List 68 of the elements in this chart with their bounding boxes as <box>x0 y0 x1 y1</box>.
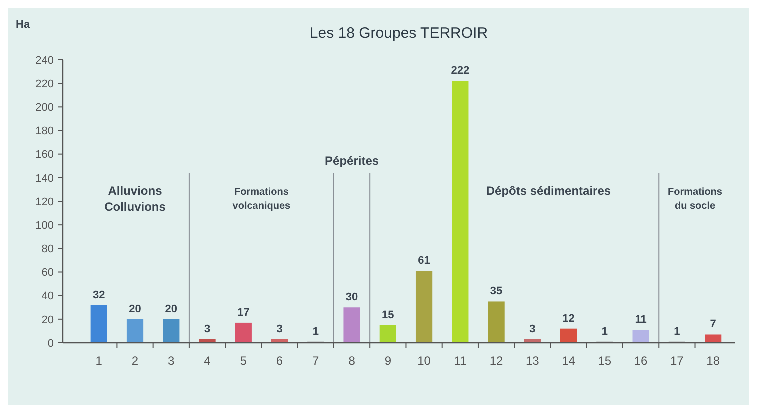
data-label: 20 <box>129 303 142 316</box>
data-label: 35 <box>490 286 503 298</box>
x-tick-label: 1 <box>96 354 103 368</box>
y-tick-label: 220 <box>36 78 54 90</box>
data-label: 3 <box>530 323 536 336</box>
x-tick-label: 18 <box>706 354 720 368</box>
y-tick-label: 100 <box>36 220 54 232</box>
y-tick-label: 160 <box>36 149 54 162</box>
x-tick-label: 3 <box>168 354 176 368</box>
x-tick-label: 7 <box>312 354 320 368</box>
x-tick-label: 15 <box>598 354 612 368</box>
x-tick-label: 6 <box>276 354 284 368</box>
data-label: 222 <box>451 65 470 78</box>
data-label: 17 <box>238 306 250 319</box>
bar <box>632 330 650 343</box>
y-tick-label: 0 <box>48 338 54 350</box>
x-tick-label: 17 <box>670 354 684 368</box>
x-tick-label: 12 <box>490 354 504 368</box>
bar <box>416 271 433 343</box>
chart-title: Les 18 Groupes TERROIR <box>310 25 488 42</box>
annotation: Dépôts sédimentaires <box>486 184 612 198</box>
x-tick-label: 10 <box>418 354 432 368</box>
bar <box>488 302 505 343</box>
data-label: 1 <box>602 326 608 338</box>
data-label: 12 <box>562 312 575 325</box>
x-tick-label: 14 <box>562 354 576 368</box>
annotation: Formations du socle <box>668 187 723 212</box>
x-tick-label: 16 <box>634 354 648 368</box>
data-label: 3 <box>204 323 211 336</box>
x-tick-label: 9 <box>384 354 392 368</box>
y-tick-label: 80 <box>42 244 54 256</box>
y-tick-label: 20 <box>42 314 54 326</box>
data-label: 32 <box>93 289 106 302</box>
bar <box>452 81 469 343</box>
annotation: Alluvions Colluvions <box>104 184 166 214</box>
data-label: 30 <box>346 292 358 304</box>
data-label: 20 <box>165 303 178 316</box>
data-label: 61 <box>418 255 430 268</box>
data-label: 11 <box>635 314 647 326</box>
y-tick-label: 120 <box>36 196 54 208</box>
bar <box>163 319 180 343</box>
data-label: 7 <box>710 318 716 331</box>
annotation: Formations volcaniques <box>232 187 292 212</box>
bar <box>380 325 396 343</box>
data-label: 1 <box>674 326 680 338</box>
bar <box>344 308 360 343</box>
y-axis-title: Ha <box>16 19 31 31</box>
data-label: 15 <box>382 309 394 322</box>
bar <box>90 305 108 343</box>
x-tick-label: 4 <box>204 354 212 368</box>
y-tick-label: 180 <box>36 126 54 138</box>
annotation: Pépérites <box>325 154 380 168</box>
data-label: 1 <box>312 326 319 338</box>
y-tick-label: 40 <box>42 290 54 303</box>
bar <box>126 319 144 343</box>
y-tick-label: 60 <box>42 267 54 280</box>
bar <box>235 322 252 343</box>
x-tick-label: 5 <box>240 354 248 368</box>
x-tick-label: 2 <box>132 354 139 368</box>
y-tick-label: 240 <box>36 54 54 67</box>
y-tick-label: 200 <box>36 102 54 114</box>
data-label: 3 <box>276 323 283 336</box>
bar <box>705 334 722 343</box>
x-tick-label: 8 <box>348 354 356 368</box>
y-tick-label: 140 <box>36 172 54 185</box>
bar <box>560 328 578 343</box>
x-tick-label: 13 <box>526 354 540 368</box>
x-tick-label: 11 <box>454 354 467 368</box>
